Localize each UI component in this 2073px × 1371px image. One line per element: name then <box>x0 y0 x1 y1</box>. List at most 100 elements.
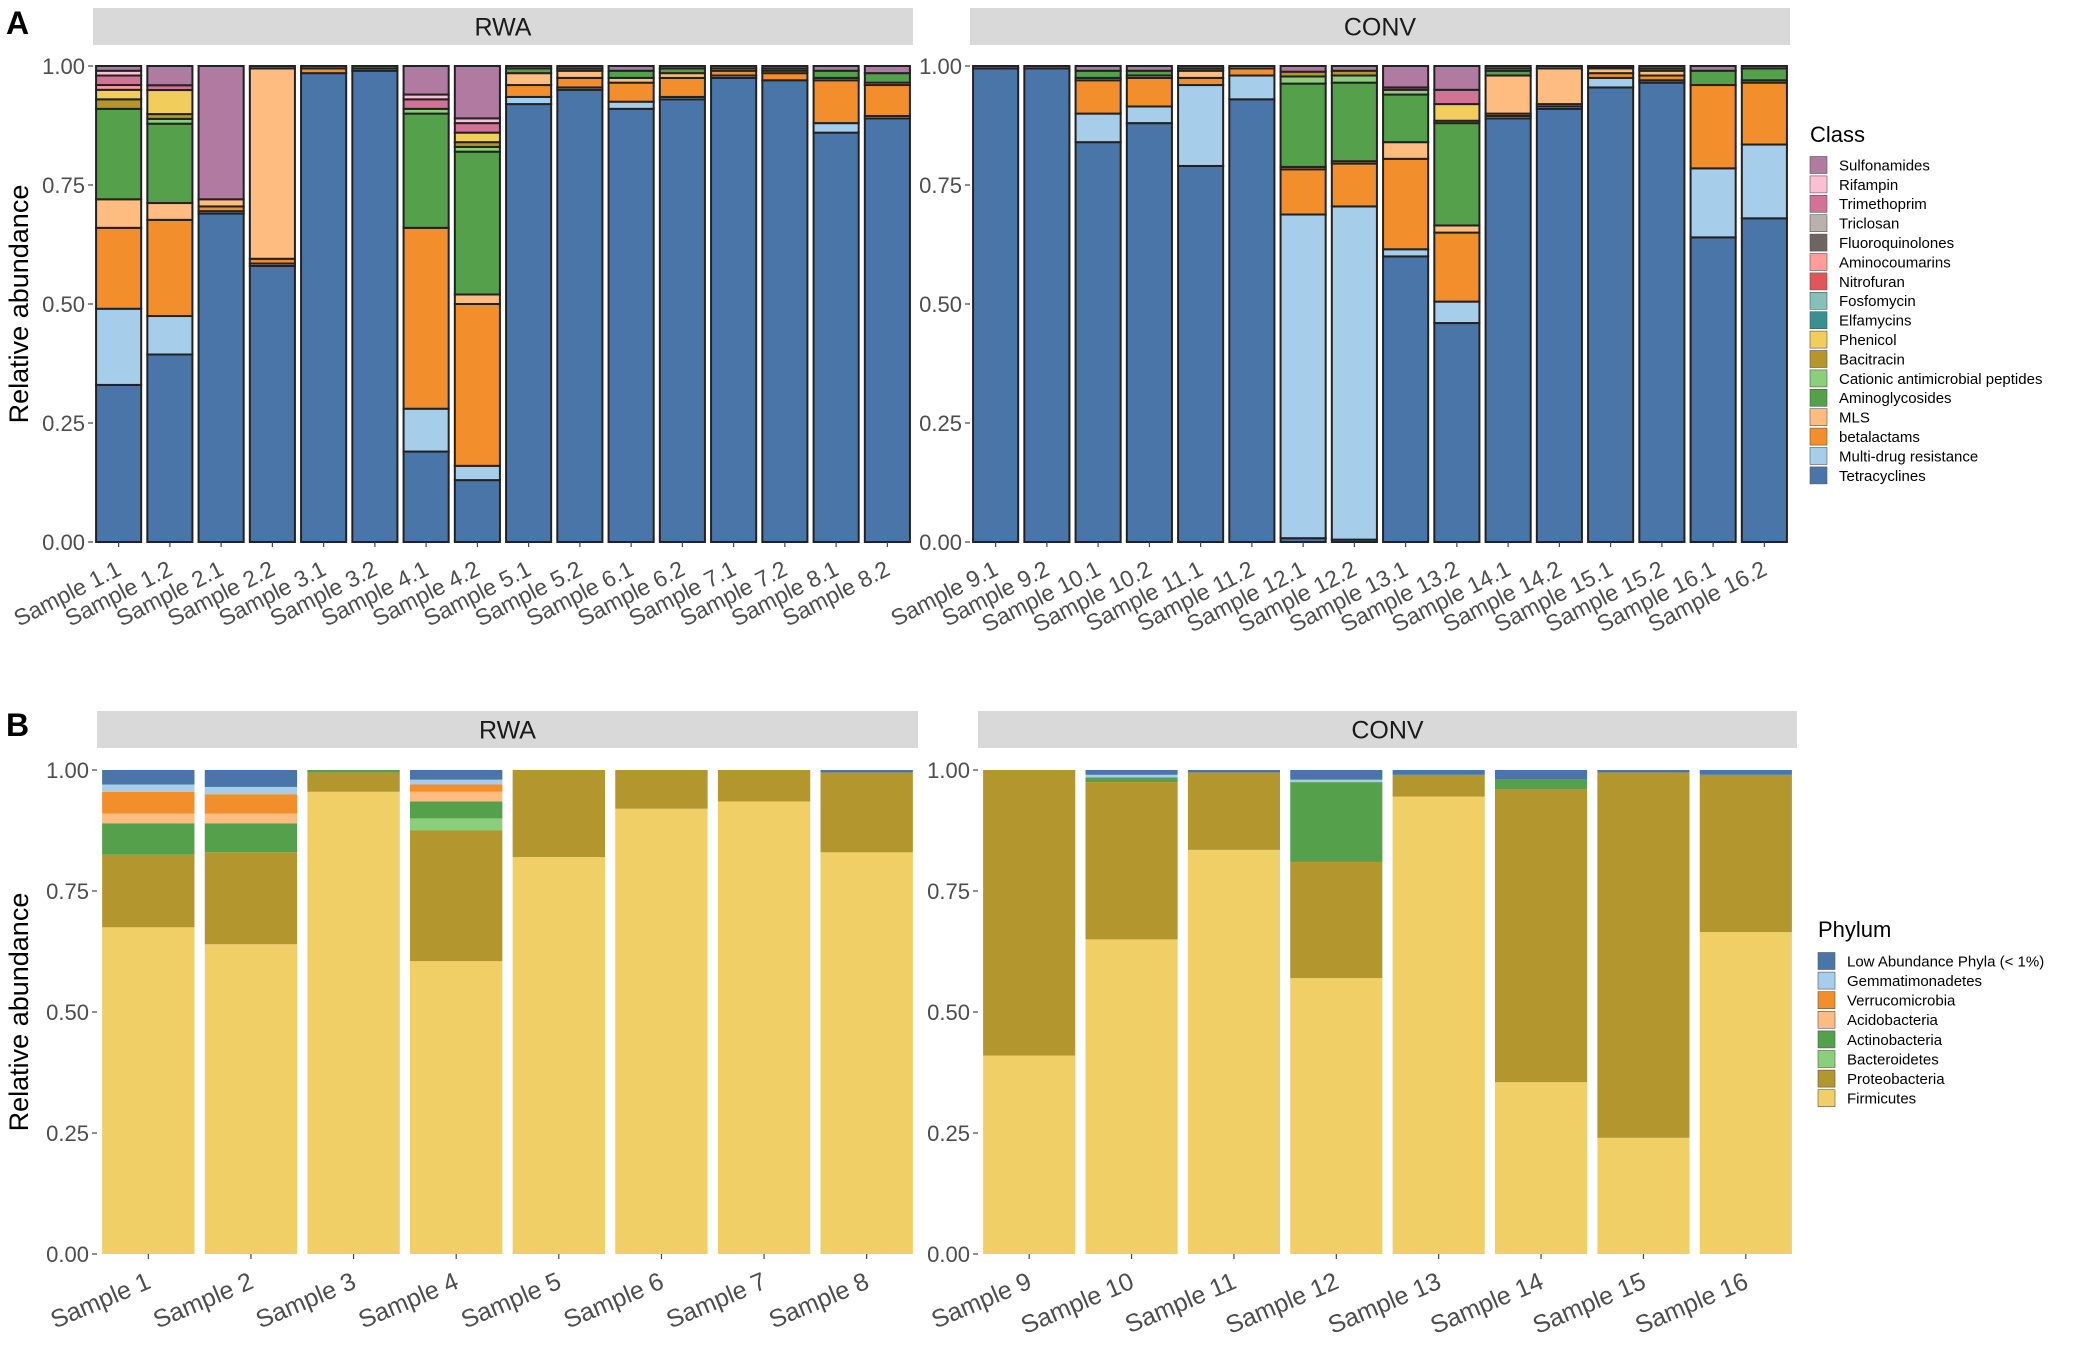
legend-item: Rifampin <box>1839 177 1898 194</box>
bar-segment-proteobacteria <box>410 830 503 962</box>
bar-segment-multi-drug-resistance <box>1279 213 1327 540</box>
bar-segment-tetracyclines <box>1535 107 1583 543</box>
legend-item: Bacteroidetes <box>1847 1051 1939 1068</box>
bar-segment-betalactams <box>607 81 655 103</box>
bar-segment-firmicutes <box>410 961 503 1254</box>
bar-segment-multi-drug-resistance <box>146 315 194 356</box>
bar-segment-sulfonamides <box>710 65 758 70</box>
bar-segment-tetracyclines <box>863 117 911 544</box>
y-tick-label: 0.25 <box>46 1121 89 1146</box>
bar-segment-proteobacteria <box>820 772 913 853</box>
legend-item: Aminocoumarins <box>1839 254 1951 271</box>
legend-swatch <box>1809 427 1828 446</box>
bar-segment-sulfonamides <box>1177 65 1225 70</box>
bar-segment-sulfonamides <box>1023 65 1071 70</box>
bar-segment-betalactams <box>95 226 143 310</box>
bar-segment-multi-drug-resistance <box>1074 112 1122 144</box>
bar-segment-mls <box>1228 65 1276 70</box>
bar-segment-multi-drug-resistance <box>1125 105 1173 125</box>
bar-segment-tetracyclines <box>1023 67 1071 543</box>
facet-label-b-0: RWA <box>479 717 536 745</box>
bar-segment-gemmatimonadetes <box>1290 779 1383 783</box>
legend-item: Sulfonamides <box>1839 157 1930 174</box>
bar-segment-sulfonamides <box>453 65 501 120</box>
legend-swatch <box>1809 214 1828 232</box>
bar-segment-sulfonamides <box>1279 65 1327 73</box>
bar-segment-phenicol <box>146 89 194 116</box>
bar-segment-low-abundance-phyla-1- <box>1494 770 1588 780</box>
bar-segment-tetracyclines <box>197 212 245 543</box>
bar-segment-low-abundance-phyla-1- <box>1187 770 1281 773</box>
bar-segment-acidobacteria <box>204 813 298 824</box>
panel-b-chart: Relative abundance RWA 0.00 0.25 0.50 0.75 1.0… <box>4 711 2044 1340</box>
bar-segment-betalactams <box>146 218 194 318</box>
bar-segment-proteobacteria <box>615 770 708 809</box>
y-tick-label: 0.75 <box>42 173 85 198</box>
legend-swatch <box>1809 369 1828 388</box>
bar-segment-sulfonamides <box>1638 65 1686 70</box>
legend-swatch <box>1809 233 1828 252</box>
bar-segment-sulfonamides <box>863 65 911 75</box>
bar-segment-aminoglycosides <box>607 69 655 79</box>
bar-segment-sulfonamides <box>95 65 143 72</box>
bar-segment-mls <box>556 69 604 79</box>
bar-segment-phenicol <box>453 131 501 144</box>
bar-segment-tetracyclines <box>1484 117 1532 544</box>
bar-segment-phenicol <box>1433 103 1481 122</box>
bar-segment-proteobacteria <box>983 770 1076 1056</box>
bar-segment-actinobacteria <box>1494 779 1588 790</box>
bar-segment-acidobacteria <box>410 791 503 802</box>
bar-segment-gemmatimonadetes <box>102 784 195 792</box>
bar-segment-betalactams <box>1279 168 1327 216</box>
bar-segment-firmicutes <box>615 808 708 1254</box>
bar-segment-aminoglycosides <box>1330 81 1378 163</box>
legend-item: Firmicutes <box>1847 1091 1916 1108</box>
bar-segment-multi-drug-resistance <box>402 407 450 453</box>
bar-segment-tetracyclines <box>351 69 399 543</box>
bar-segment-multi-drug-resistance <box>453 464 501 482</box>
bar-segment-tetracyclines <box>607 107 655 543</box>
legend-swatch <box>1809 350 1828 368</box>
bar-segment-sulfonamides <box>1125 65 1173 72</box>
facet-strip-a-0 <box>93 8 913 45</box>
y-tick-label: 1.00 <box>919 54 962 79</box>
bar-segment-sulfonamides <box>1382 65 1430 89</box>
bar-segment-firmicutes <box>717 801 811 1254</box>
bar-segment-multi-drug-resistance <box>812 122 860 134</box>
bar-segment-tetracyclines <box>1689 236 1737 544</box>
bar-segment-proteobacteria <box>1290 861 1383 979</box>
y-tick-label: 0.00 <box>46 1242 89 1267</box>
bar-segment-mls <box>1177 69 1225 79</box>
bar-segment-proteobacteria <box>1597 772 1690 1138</box>
legend-item: Phenicol <box>1839 332 1897 349</box>
bar-segment-betalactams <box>761 72 809 82</box>
bar-segment-mls <box>1433 224 1481 234</box>
bar-segment-tetracyclines <box>146 353 194 544</box>
bar-segment-multi-drug-resistance <box>1587 76 1635 89</box>
bar-segment-low-abundance-phyla-1- <box>204 770 298 787</box>
bar-segment-betalactams <box>1689 84 1737 170</box>
bar-segment-sulfonamides <box>1587 65 1635 68</box>
bar-segment-mls <box>248 67 296 260</box>
legend-item: Fosfomycin <box>1839 293 1916 310</box>
bar-segment-low-abundance-phyla-1- <box>1392 770 1485 775</box>
bar-segment-betalactams <box>1177 76 1225 87</box>
bar-segment-sulfonamides <box>351 65 399 70</box>
legend-item: Bacitracin <box>1839 351 1905 368</box>
bar-segment-sulfonamides <box>556 65 604 70</box>
bar-segment-multi-drug-resistance <box>1330 205 1378 541</box>
legend-item: Multi-drug resistance <box>1839 448 1978 465</box>
legend-swatch <box>1809 272 1828 291</box>
bar-segment-betalactams <box>1330 162 1378 208</box>
bar-segment-tetracyclines <box>1433 322 1481 544</box>
bar-segment-sulfonamides <box>1330 65 1378 72</box>
bar-segment-tetracyclines <box>812 131 860 543</box>
bar-segment-actinobacteria <box>307 770 400 773</box>
facet-label-a-1: CONV <box>1344 14 1417 42</box>
bar-segment-aminoglycosides <box>1740 67 1788 82</box>
bar-segment-mls <box>146 202 194 221</box>
bar-segment-sulfonamides <box>300 65 348 70</box>
facet-label-b-1: CONV <box>1351 717 1424 745</box>
bar-segment-firmicutes <box>512 857 605 1254</box>
